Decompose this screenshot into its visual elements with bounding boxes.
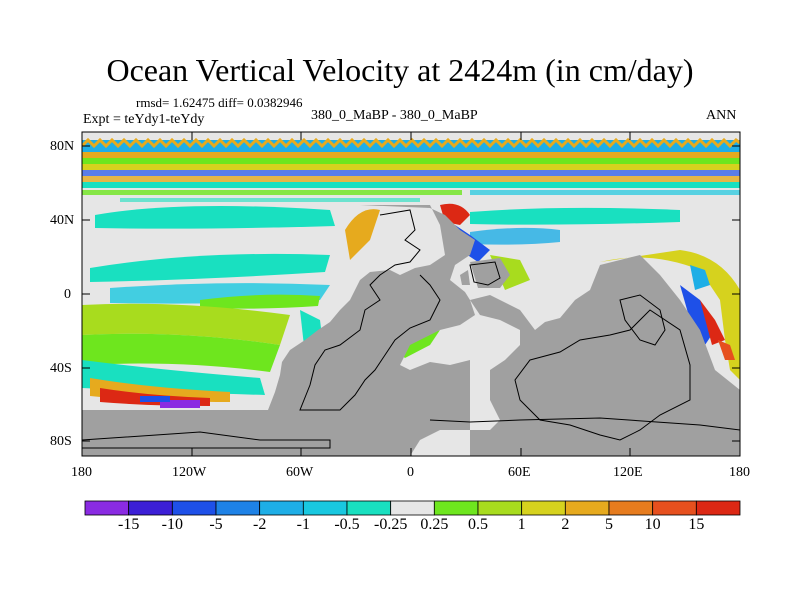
- lon-label: 180: [71, 465, 92, 480]
- arctic-band: [470, 190, 740, 195]
- colorbar-swatch: [302, 500, 348, 516]
- colorbar-swatch: [477, 500, 523, 516]
- case-label: 380_0_MaBP - 380_0_MaBP: [311, 108, 478, 123]
- colorbar-swatch: [215, 500, 261, 516]
- colorbar-swatch: [390, 500, 435, 516]
- arctic-band: [82, 190, 462, 195]
- lat-label: 80S: [50, 434, 72, 449]
- colorbar-label: 10: [644, 516, 661, 533]
- colorbar-label: 0.25: [420, 516, 449, 533]
- map-title: Ocean Vertical Velocity at 2424m (in cm/…: [106, 52, 694, 88]
- colorbar-swatch: [433, 500, 479, 516]
- colorbar-label: 5: [605, 516, 613, 533]
- arctic-band: [82, 176, 740, 182]
- pacific-streak: [90, 253, 330, 282]
- lon-label: 120E: [613, 465, 643, 480]
- coastline: [619, 294, 666, 346]
- coastline: [82, 431, 331, 449]
- lon-ticks: [191, 132, 631, 456]
- arctic-band: [82, 152, 740, 158]
- colorbar-label: -5: [209, 516, 223, 533]
- colorbar-swatch: [346, 500, 392, 516]
- southern-band: [160, 400, 200, 408]
- southern-band: [82, 303, 290, 345]
- lat-label: 40S: [50, 361, 72, 376]
- lat-ticks: [82, 145, 740, 442]
- colorbar-swatch: [608, 500, 654, 516]
- coastline: [429, 417, 740, 431]
- colorbar-label: -0.5: [334, 516, 360, 533]
- coastline: [299, 209, 441, 411]
- southern-band: [82, 333, 280, 372]
- land-africa-eurasia: [470, 255, 740, 456]
- land-americas: [82, 205, 475, 456]
- lon-label: 0: [407, 465, 414, 480]
- colorbar-label: -10: [161, 516, 183, 533]
- pacific-streak: [200, 294, 320, 309]
- land-island: [460, 270, 470, 285]
- west-pacific-anomaly: [718, 340, 735, 360]
- pacific-streak: [95, 206, 335, 229]
- lat-label: 80N: [50, 139, 75, 154]
- colorbar-label: 15: [688, 516, 705, 533]
- colorbar-label: -1: [296, 516, 310, 533]
- lat-label: 40N: [50, 213, 75, 228]
- colorbar-swatch: [259, 500, 304, 516]
- colorbar-swatch: [84, 500, 130, 516]
- west-pacific-anomaly: [690, 265, 710, 290]
- arctic-band: [82, 158, 740, 164]
- west-pacific-anomaly: [700, 300, 725, 345]
- colorbar-label: -2: [252, 516, 267, 533]
- land-island: [470, 258, 510, 288]
- colorbar-label: -0.25: [373, 516, 408, 533]
- lon-label: 60W: [286, 465, 314, 480]
- arctic-band: [82, 182, 740, 188]
- arctic-band: [82, 170, 740, 176]
- colorbar-swatch: [695, 500, 741, 516]
- arctic-zigzag: [82, 137, 740, 149]
- lon-label: 180: [729, 465, 750, 480]
- colorbar-swatch: [171, 500, 217, 516]
- colorbar-label: 2: [561, 516, 570, 533]
- lon-label: 120W: [172, 465, 207, 480]
- atlantic-streak: [470, 207, 680, 225]
- colorbar-swatch: [128, 500, 173, 516]
- colorbar-label: 0.5: [468, 516, 488, 533]
- arctic-band: [120, 198, 420, 202]
- colorbar-label: 1: [517, 516, 526, 533]
- colorbar-swatch: [564, 500, 610, 516]
- lon-label: 60E: [508, 465, 531, 480]
- west-pacific-anomaly: [680, 285, 715, 345]
- season-label: ANN: [706, 108, 737, 123]
- colorbar-label: -15: [117, 516, 140, 533]
- colorbar-swatch: [521, 500, 566, 516]
- coastline: [514, 309, 691, 441]
- stats-text: rmsd= 1.62475 diff= 0.0382946: [136, 95, 303, 110]
- colorbar-swatch: [652, 500, 697, 516]
- atlantic-anomaly: [345, 209, 380, 260]
- coastline: [469, 261, 501, 286]
- expt-label: Expt = teYdy1-teYdy: [83, 112, 205, 127]
- arctic-band: [82, 164, 740, 170]
- atlantic-streak: [470, 227, 560, 245]
- southern-band: [140, 396, 170, 402]
- lat-label: 0: [64, 287, 71, 302]
